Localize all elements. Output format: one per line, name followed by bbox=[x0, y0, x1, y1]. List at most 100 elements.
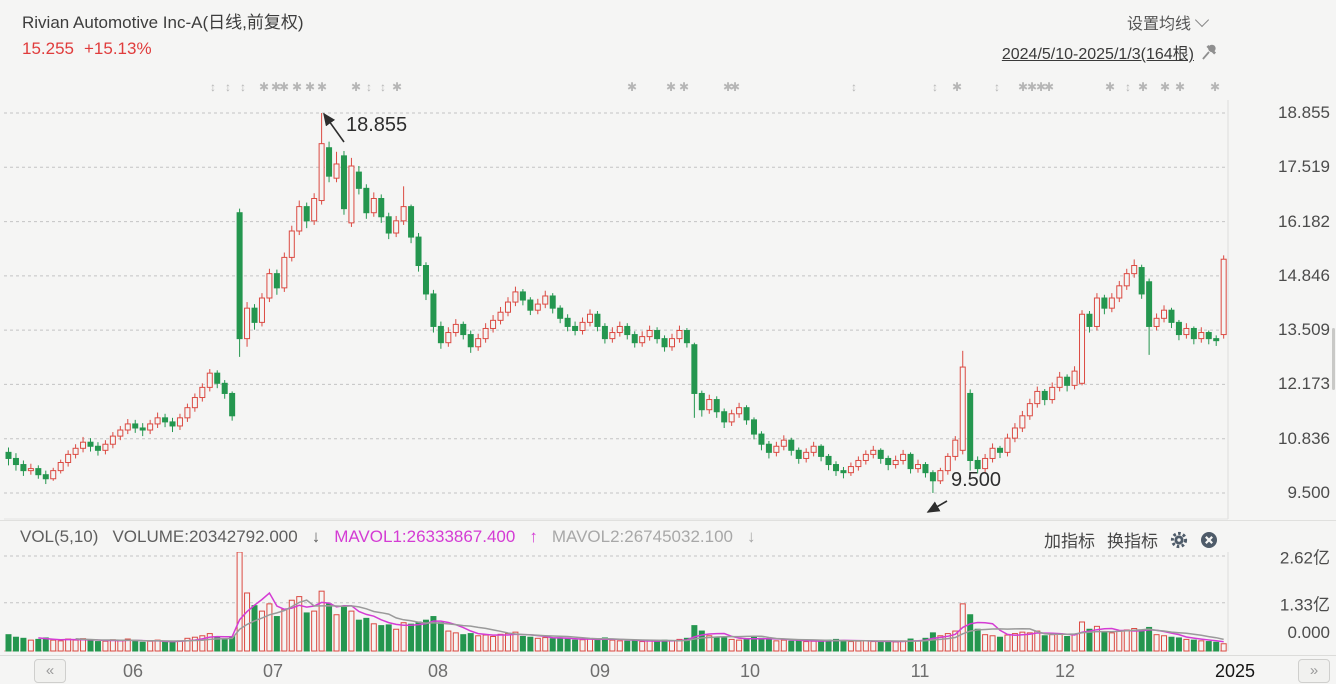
candle-body bbox=[639, 336, 646, 344]
candle-body bbox=[169, 421, 176, 427]
volume-bar bbox=[698, 630, 705, 652]
volume-bar bbox=[1101, 631, 1108, 652]
candle-body bbox=[803, 451, 810, 459]
volume-bar bbox=[1026, 632, 1033, 652]
candles[interactable] bbox=[5, 113, 1227, 493]
volume-bar bbox=[1198, 640, 1205, 652]
candle-body bbox=[1079, 313, 1086, 384]
candle-body bbox=[847, 466, 854, 474]
star-marker-icon: ✱ bbox=[391, 80, 403, 94]
volume-bar bbox=[273, 616, 280, 652]
candle-body bbox=[915, 464, 922, 470]
volume-chart[interactable] bbox=[0, 552, 1336, 655]
volume-bar bbox=[1011, 633, 1018, 652]
volume-bar bbox=[1071, 633, 1078, 652]
scroll-right-button[interactable]: » bbox=[1298, 659, 1330, 683]
volume-bar bbox=[1093, 625, 1100, 652]
candle-body bbox=[221, 382, 228, 394]
updown-arrow-marker-icon: ↕ bbox=[994, 80, 1000, 94]
close-circle-icon[interactable] bbox=[1200, 531, 1218, 549]
volume-bar bbox=[50, 639, 57, 652]
candle-body bbox=[1056, 376, 1063, 388]
volume-value: VOLUME:20342792.000 bbox=[112, 527, 298, 546]
candle-body bbox=[430, 293, 437, 327]
switch-indicator-button[interactable]: 换指标 bbox=[1107, 532, 1158, 551]
candle-body bbox=[214, 372, 221, 384]
volume-bar bbox=[1153, 634, 1160, 652]
candle-body bbox=[333, 163, 340, 179]
volume-bar bbox=[512, 631, 519, 652]
candle-body bbox=[855, 459, 862, 468]
price-candlestick-chart[interactable] bbox=[0, 100, 1336, 520]
volume-bar bbox=[452, 632, 459, 652]
star-marker-icon: ✱ bbox=[1209, 80, 1221, 94]
candle-body bbox=[326, 147, 333, 177]
date-range-control[interactable]: 2024/5/10-2025/1/3(164根) bbox=[1002, 40, 1218, 64]
price-axis-label: 14.846 bbox=[1278, 265, 1330, 285]
volume-bar bbox=[922, 637, 929, 652]
volume-bar bbox=[102, 640, 109, 652]
volume-bar bbox=[1019, 631, 1026, 652]
candle-body bbox=[1116, 285, 1123, 299]
volume-bar bbox=[780, 639, 787, 652]
date-range-label[interactable]: 2024/5/10-2025/1/3(164根) bbox=[1001, 46, 1194, 63]
volume-bar bbox=[504, 633, 511, 652]
candle-body bbox=[691, 344, 698, 394]
volume-bar bbox=[497, 633, 504, 652]
candle-body bbox=[751, 419, 757, 435]
window-scrollbar[interactable] bbox=[1332, 328, 1335, 390]
candle-body bbox=[728, 413, 735, 423]
candle-body bbox=[668, 338, 675, 348]
pane-divider bbox=[0, 520, 1336, 521]
candle-body bbox=[885, 457, 892, 466]
volume-bar bbox=[579, 639, 586, 652]
volume-bar bbox=[1161, 635, 1168, 652]
candle-body bbox=[1183, 327, 1190, 336]
time-axis-label: 08 bbox=[427, 661, 449, 681]
volume-bar bbox=[586, 638, 593, 652]
volume-bar bbox=[400, 622, 407, 652]
candle-body bbox=[1198, 332, 1205, 340]
candle-body bbox=[661, 338, 668, 348]
volume-bar bbox=[139, 641, 146, 652]
ma-settings-button[interactable]: 设置均线 bbox=[1127, 10, 1210, 34]
volume-bar bbox=[706, 635, 713, 652]
volume-bar bbox=[65, 638, 72, 652]
volume-bars[interactable] bbox=[5, 552, 1227, 652]
mavol1-up-arrow-icon: ↑ bbox=[529, 527, 538, 546]
volume-bar bbox=[862, 640, 869, 652]
candle-body bbox=[437, 325, 444, 344]
star-marker-icon: ✱ bbox=[270, 80, 282, 94]
star-marker-icon: ✱ bbox=[350, 80, 362, 94]
candle-body bbox=[154, 417, 161, 425]
candle-body bbox=[840, 470, 847, 474]
volume-bar bbox=[1034, 630, 1041, 652]
add-indicator-button[interactable]: 加指标 bbox=[1044, 532, 1095, 551]
candle-body bbox=[1175, 321, 1182, 336]
updown-arrow-marker-icon: ↕ bbox=[1125, 80, 1131, 94]
volume-bar bbox=[840, 639, 847, 652]
candle-body bbox=[542, 295, 549, 305]
time-axis-label: 10 bbox=[739, 661, 761, 681]
volume-bar bbox=[221, 638, 228, 652]
candle-body bbox=[408, 206, 415, 238]
pushpin-icon[interactable] bbox=[1200, 43, 1218, 61]
volume-bar bbox=[117, 639, 124, 652]
volume-bar bbox=[1049, 634, 1056, 652]
volume-bar bbox=[27, 639, 34, 652]
candle-body bbox=[124, 423, 131, 431]
volume-bar bbox=[713, 636, 720, 652]
candle-body bbox=[80, 441, 87, 449]
candle-body bbox=[251, 307, 258, 323]
candle-body bbox=[50, 470, 57, 480]
gear-icon[interactable] bbox=[1170, 531, 1188, 549]
volume-indicator-header: VOL(5,10) VOLUME:20342792.000 ↓ MAVOL1:2… bbox=[20, 527, 756, 547]
price-axis-label: 13.509 bbox=[1278, 320, 1330, 340]
candle-body bbox=[907, 453, 914, 470]
volume-bar bbox=[982, 634, 989, 652]
volume-bar bbox=[124, 638, 131, 652]
candle-body bbox=[527, 299, 534, 311]
candle-body bbox=[132, 423, 139, 429]
scroll-left-button[interactable]: « bbox=[34, 659, 66, 683]
candle-body bbox=[1168, 309, 1175, 323]
